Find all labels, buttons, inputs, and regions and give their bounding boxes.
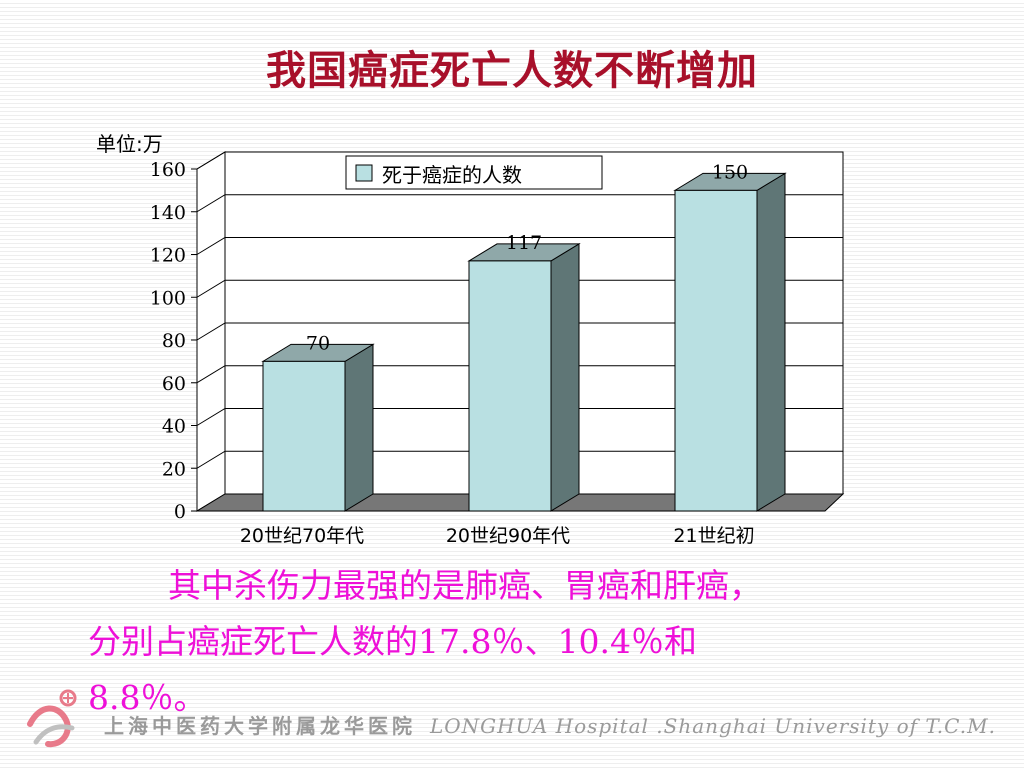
y-tick-label: 160: [150, 159, 186, 181]
bar-side: [756, 172, 786, 512]
legend-swatch: [355, 164, 373, 182]
gridline: [196, 151, 843, 170]
bar-chart: 0 20 40 60 80 100 120 140 160 单位:万 70 20世纪70年代 117 20…: [96, 132, 845, 547]
gridline: [196, 365, 843, 384]
hospital-logo-icon: [27, 689, 77, 748]
bar: [468, 260, 552, 512]
x-tick-label: 20世纪90年代: [446, 525, 570, 547]
y-tick-label: 0: [174, 501, 186, 523]
gridline: [196, 237, 843, 255]
body-text: 其中杀伤力最强的是肺癌、胃癌和肝癌， 分别占癌症死亡人数的17.8％、10.4％…: [88, 558, 988, 726]
y-tick-label: 120: [150, 245, 186, 267]
bar-side: [344, 343, 374, 512]
data-label: 150: [712, 161, 748, 183]
y-tick-label: 80: [162, 330, 186, 352]
legend-entry: 死于癌症的人数: [382, 163, 522, 187]
body-line-2: 分别占癌症死亡人数的17.8％、10.4％和: [88, 622, 697, 661]
footer-org-en: LONGHUA Hospital .Shanghai University of…: [430, 714, 996, 738]
y-tick-label: 20: [162, 458, 186, 480]
x-tick-label: 21世纪初: [673, 525, 754, 547]
footer-org-cn: 上海中医药大学附属龙华医院: [104, 714, 416, 738]
bar: [262, 360, 346, 512]
body-line-3: 8.8％。: [88, 678, 207, 717]
bar-side: [550, 243, 580, 512]
y-tick-label: 100: [150, 287, 186, 309]
footer-text: 上海中医药大学附属龙华医院 LONGHUA Hospital .Shanghai …: [104, 710, 996, 739]
gridline: [196, 279, 843, 298]
data-label: 117: [506, 232, 542, 254]
gridline: [196, 322, 843, 341]
slide-title: 我国癌症死亡人数不断增加: [266, 48, 758, 94]
x-tick-label: 20世纪70年代: [240, 525, 364, 547]
y-tick-label: 140: [150, 202, 186, 224]
data-label: 70: [306, 332, 330, 354]
body-line-1: 其中杀伤力最强的是肺癌、胃癌和肝癌，: [168, 566, 762, 605]
bar: [674, 189, 758, 512]
gridline: [196, 408, 843, 426]
footer: 上海中医药大学附属龙华医院 LONGHUA Hospital .Shanghai …: [0, 680, 1024, 760]
gridline: [196, 194, 843, 213]
y-unit-label: 单位:万: [96, 132, 163, 156]
y-tick-label: 40: [162, 416, 186, 438]
legend-box: [345, 155, 603, 190]
y-tick-label: 60: [162, 373, 186, 395]
gridline: [196, 450, 843, 469]
